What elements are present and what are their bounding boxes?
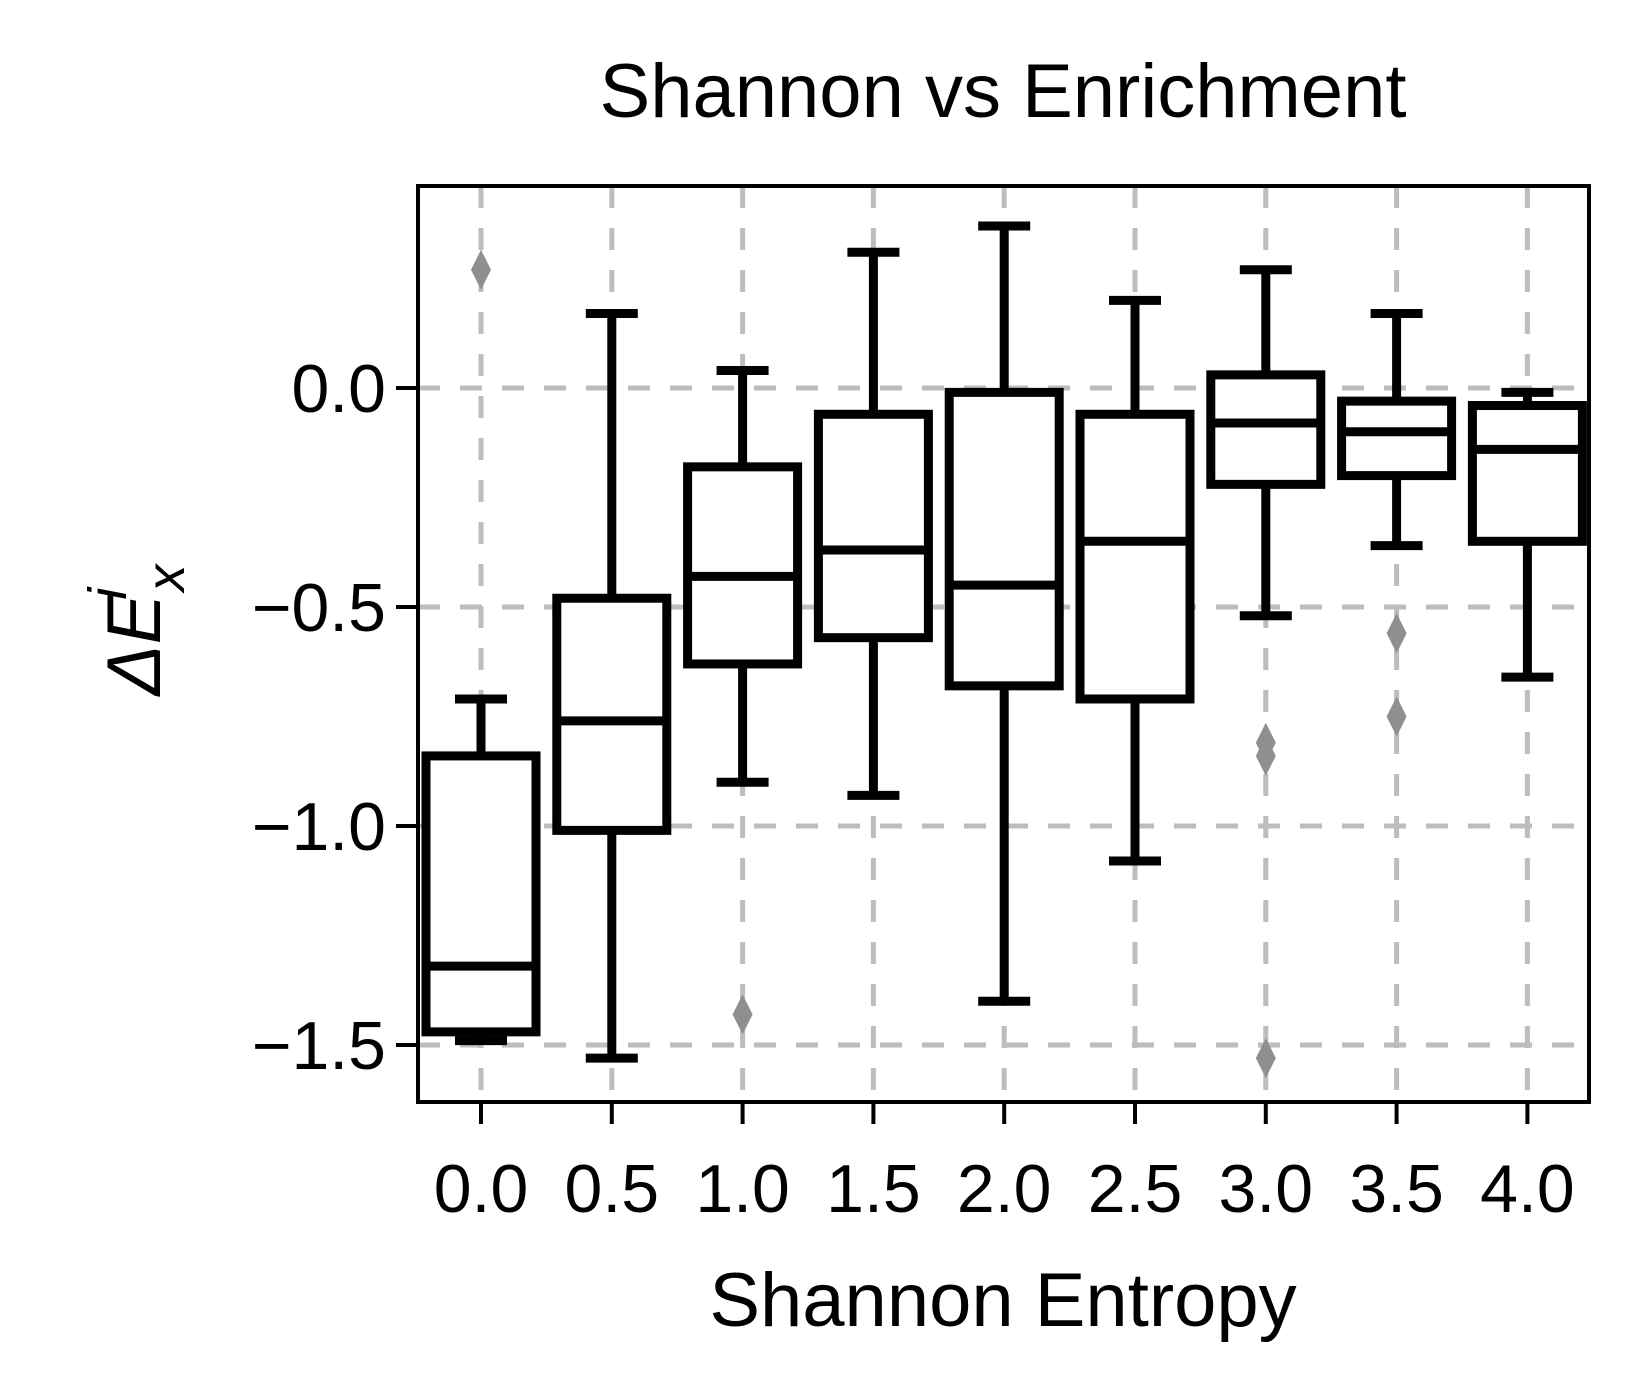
box-series: [421, 221, 1587, 1063]
outlier-3.0-2: [1255, 1038, 1276, 1079]
box-0.5: [552, 309, 672, 1063]
y-axis-label-superscript: i: [78, 586, 138, 600]
x-tick-label-4.0: 4.0: [1480, 1151, 1575, 1227]
iqr-box: [1337, 396, 1457, 481]
y-tick-label-3: −1.5: [252, 1008, 386, 1084]
outlier-3.0-1: [1255, 735, 1276, 776]
box-2.5: [1075, 295, 1195, 866]
iqr-box: [1206, 370, 1326, 489]
iqr-box: [1467, 401, 1587, 546]
x-tick-label-0.0: 0.0: [434, 1151, 529, 1227]
outlier-points: [471, 249, 1407, 1079]
y-tick-label-1: −0.5: [252, 570, 386, 646]
y-axis-label-symbol: ΔE: [92, 592, 177, 697]
svg-text:ΔEix: ΔEix: [78, 563, 196, 698]
x-tick-label-3.0: 3.0: [1219, 1151, 1314, 1227]
x-tick-label-2.0: 2.0: [957, 1151, 1052, 1227]
x-tick-label-0.5: 0.5: [565, 1151, 660, 1227]
outlier-3.5-1: [1386, 696, 1407, 737]
y-tick-label-0: 0.0: [291, 351, 386, 427]
iqr-box: [813, 409, 933, 643]
y-axis-ticks: 0.0 −0.5 −1.0 −1.5: [252, 351, 418, 1084]
iqr-box: [552, 593, 672, 835]
outlier-0.0-0: [471, 249, 491, 290]
iqr-box: [683, 462, 803, 669]
x-axis-label: Shannon Entropy: [709, 1258, 1296, 1343]
chart-title: Shannon vs Enrichment: [600, 49, 1407, 134]
box-0.0: [421, 694, 541, 1046]
y-tick-label-2: −1.0: [252, 789, 386, 865]
y-axis-label-subscript: x: [136, 563, 196, 595]
iqr-box: [1075, 409, 1195, 704]
box-1.5: [813, 247, 933, 800]
iqr-box: [944, 387, 1064, 691]
x-tick-label-3.5: 3.5: [1349, 1151, 1444, 1227]
outlier-1.0-0: [732, 994, 753, 1035]
outlier-3.5-0: [1386, 613, 1407, 654]
iqr-box: [421, 751, 541, 1037]
x-tick-label-1.5: 1.5: [826, 1151, 921, 1227]
box-1.0: [683, 365, 803, 787]
box-3.5: [1337, 309, 1457, 551]
y-axis-label: ΔEix: [78, 563, 196, 698]
box-3.0: [1206, 265, 1326, 621]
x-tick-label-1.0: 1.0: [695, 1151, 790, 1227]
x-axis-ticks: 0.0 0.5 1.0 1.5 2.0 2.5 3.0 3.5 4.0: [434, 1102, 1575, 1227]
x-tick-label-2.5: 2.5: [1088, 1151, 1183, 1227]
box-2.0: [944, 221, 1064, 1006]
box-4.0: [1467, 387, 1587, 682]
